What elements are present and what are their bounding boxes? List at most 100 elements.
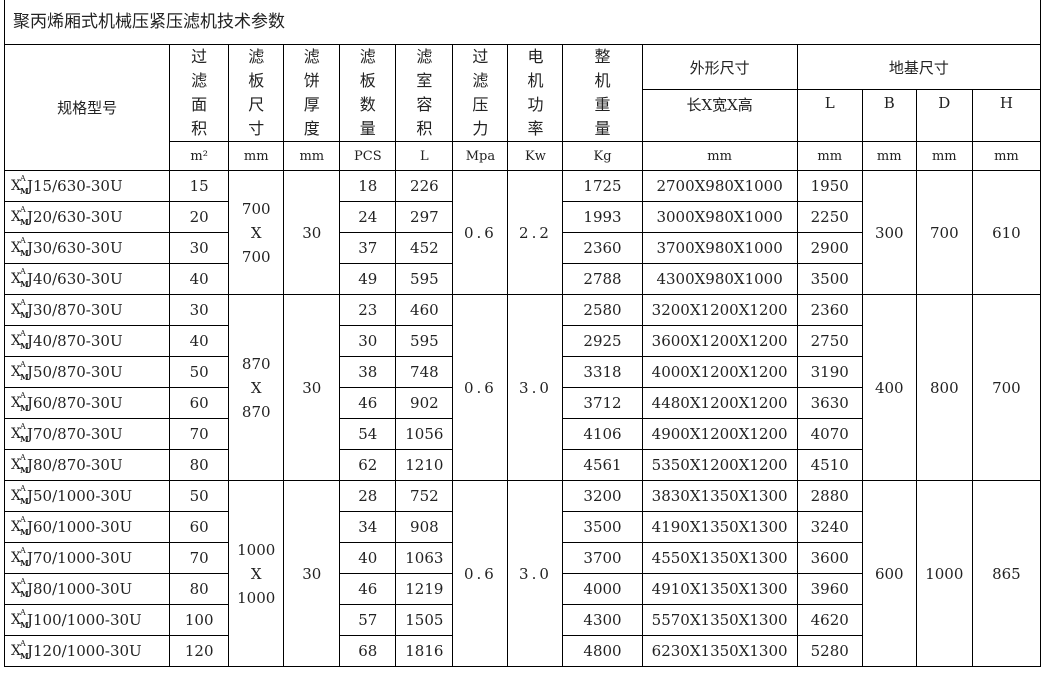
cell-volume: 595 <box>395 325 454 357</box>
model-prefix-sup: A <box>20 545 26 555</box>
cell-volume: 752 <box>395 480 454 512</box>
cell-plates: 23 <box>339 294 397 326</box>
cell-outline: 2700X980X1000 <box>641 170 798 202</box>
cell-plates: 24 <box>339 201 397 233</box>
cell-volume: 1210 <box>395 449 454 481</box>
model-prefix-sup: A <box>20 173 26 183</box>
cell-volume: 1063 <box>395 542 454 574</box>
header-f-b: B <box>861 89 917 142</box>
cell-volume: 1056 <box>395 418 454 450</box>
plate-size-line: 700 <box>241 247 271 266</box>
header-outline: 外形尺寸 <box>641 43 798 91</box>
unit-area: m² <box>169 141 230 171</box>
cell-plates: 62 <box>339 449 397 481</box>
model-prefix-base: X <box>11 394 21 411</box>
cell-volume: 1505 <box>395 604 454 636</box>
model-prefix-sub: M <box>20 247 29 258</box>
model-prefix-sup: A <box>20 266 26 276</box>
model-prefix-sub: M <box>20 216 29 227</box>
model-prefix-sup: A <box>20 514 26 524</box>
cell-foundation-l: 3190 <box>796 356 863 388</box>
unit-outline: mm <box>641 141 798 171</box>
cell-area: 70 <box>169 542 230 574</box>
cell-foundation-h: 610 <box>971 170 1042 295</box>
cell-area: 120 <box>169 635 230 667</box>
cell-volume: 908 <box>395 511 454 543</box>
plate-size-line: 1000 <box>237 588 276 607</box>
table-row: X A M J30/630-30U 30 37 452 2360 3700X980X1000 29… <box>3 232 1041 264</box>
cell-plates: 28 <box>339 480 397 512</box>
cell-weight: 3500 <box>562 511 643 543</box>
cell-foundation-l: 2900 <box>796 232 863 264</box>
table-row: X A M J50/870-30U 50 38 748 3318 4000X1200X1200 3… <box>3 356 1041 388</box>
model-name: J60/870-30U <box>27 393 123 412</box>
unit-f-h: mm <box>971 141 1042 171</box>
cell-foundation-b: 400 <box>861 294 917 481</box>
cell-model: X A M J50/1000-30U <box>3 480 171 512</box>
cell-plates: 30 <box>339 325 397 357</box>
header-area: 过滤面积 <box>169 44 230 142</box>
cell-weight: 2925 <box>562 325 643 357</box>
cell-power: 2.2 <box>507 170 564 295</box>
header-power: 电机功率 <box>507 44 564 142</box>
cell-outline: 4910X1350X1300 <box>641 573 798 605</box>
table-header: 规格型号 过滤面积 滤板尺寸 滤饼厚度 滤板数量 滤室容积 过滤压力 电机功率 … <box>3 43 1042 171</box>
plate-size-line: 870 <box>241 354 271 373</box>
cell-volume: 595 <box>395 263 454 295</box>
model-prefix-base: X <box>11 270 21 287</box>
model-name: J80/870-30U <box>27 455 123 474</box>
cell-outline: 3000X980X1000 <box>641 201 798 233</box>
cell-plates: 57 <box>339 604 397 636</box>
cell-outline: 4480X1200X1200 <box>641 387 798 419</box>
cell-model: X A M J40/630-30U <box>3 263 171 295</box>
cell-pressure: 0.6 <box>452 294 509 481</box>
model-prefix-sup: A <box>20 390 26 400</box>
model-prefix-sub: M <box>20 278 29 289</box>
cell-model: X A M J70/1000-30U <box>3 542 171 574</box>
cell-plates: 54 <box>339 418 397 450</box>
model-prefix-base: X <box>11 332 21 349</box>
model-name: J70/870-30U <box>27 424 123 443</box>
cell-foundation-d: 700 <box>915 170 973 295</box>
model-name: J80/1000-30U <box>27 579 133 598</box>
cell-area: 100 <box>169 604 230 636</box>
cell-weight: 2788 <box>562 263 643 295</box>
cell-model: X A M J30/630-30U <box>3 232 171 264</box>
model-prefix-sub: M <box>20 371 29 382</box>
model-name: J30/630-30U <box>27 238 123 257</box>
cell-area: 40 <box>169 325 230 357</box>
header-f-d: D <box>915 89 973 142</box>
plate-size-line: 870 <box>241 402 271 421</box>
model-prefix-base: X <box>11 580 21 597</box>
cell-foundation-d: 800 <box>915 294 973 481</box>
model-prefix-sup: A <box>20 638 26 648</box>
page-title: 聚丙烯厢式机械压紧压滤机技术参数 <box>4 0 1041 44</box>
cell-plate-size: 870 X 870 <box>228 294 285 481</box>
unit-plates: PCS <box>339 141 397 171</box>
cell-weight: 2580 <box>562 294 643 326</box>
model-prefix-base: X <box>11 456 21 473</box>
cell-volume: 452 <box>395 232 454 264</box>
table-row: X A M J120/1000-30U 120 68 1816 4800 6230X1350X1… <box>3 635 1041 667</box>
cell-weight: 3700 <box>562 542 643 574</box>
cell-outline: 3200X1200X1200 <box>641 294 798 326</box>
cell-volume: 902 <box>395 387 454 419</box>
plate-size-line: X <box>250 564 262 583</box>
cell-weight: 4300 <box>562 604 643 636</box>
model-prefix-sub: M <box>20 464 29 475</box>
cell-volume: 748 <box>395 356 454 388</box>
table-row: X A M J30/870-30U 30 870 X 870 30 23 460 0.6 3.0 2580… <box>3 294 1042 481</box>
cell-area: 30 <box>169 294 230 326</box>
unit-volume: L <box>395 141 454 171</box>
header-plate-size: 滤板尺寸 <box>228 44 285 142</box>
cell-foundation-l: 4620 <box>796 604 863 636</box>
cell-plates: 38 <box>339 356 397 388</box>
cell-foundation-l: 3500 <box>796 263 863 295</box>
cell-weight: 2360 <box>562 232 643 264</box>
